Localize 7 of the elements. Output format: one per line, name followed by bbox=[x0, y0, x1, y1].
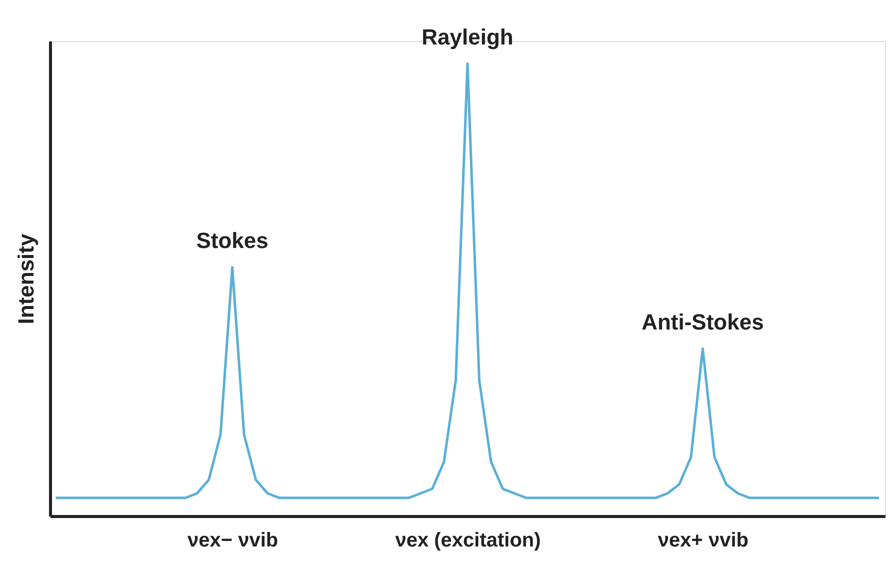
x-tick-label: νex+ νvib bbox=[658, 530, 749, 552]
x-tick-label: νex− νvib bbox=[187, 530, 278, 552]
annotation: Stokes bbox=[196, 228, 268, 254]
y-axis-title: Intensity bbox=[14, 233, 38, 324]
x-tick-label: νex (excitation) bbox=[395, 530, 541, 552]
annotation: Rayleigh bbox=[422, 24, 514, 50]
annotation: Anti-Stokes bbox=[642, 310, 764, 335]
